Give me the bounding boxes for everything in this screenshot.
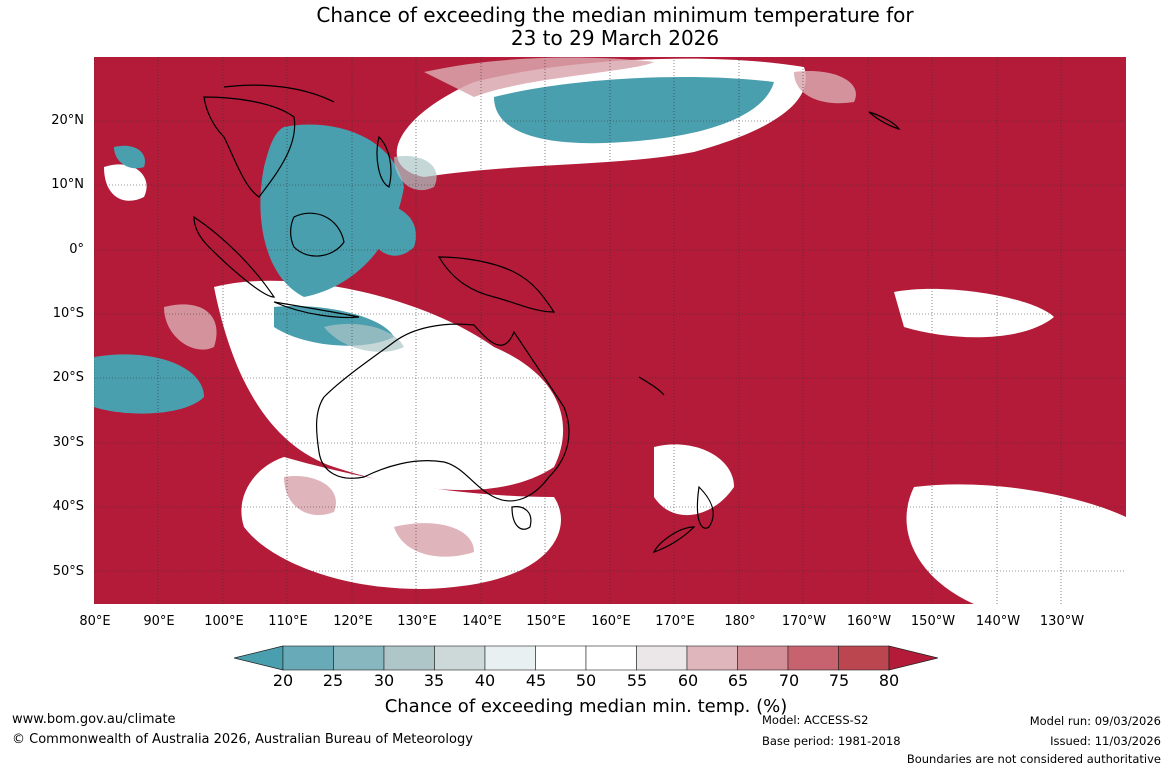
- colorbar-tick-50: 50: [575, 671, 597, 690]
- lat-label-20s: 20°S: [52, 370, 84, 385]
- disclaimer-text: Boundaries are not considered authoritat…: [906, 752, 1161, 766]
- colorbar-extension-low: [234, 645, 284, 671]
- model-text: Model: ACCESS-S2: [762, 713, 869, 727]
- lon-label-90e: 90°E: [143, 614, 175, 629]
- colorbar-segment: [434, 645, 486, 671]
- lon-label-170e: 170°E: [655, 614, 695, 629]
- indochina-coastline: [203, 96, 296, 198]
- lon-label-140e: 140°E: [462, 614, 502, 629]
- colorbar-segment: [282, 645, 334, 671]
- title-line-2: 23 to 29 March 2026: [510, 26, 720, 50]
- lon-label-160e: 160°E: [591, 614, 631, 629]
- colorbar-tick-30: 30: [373, 671, 395, 690]
- hawaii-coastline: [868, 111, 901, 131]
- colorbar-segment: [383, 645, 435, 671]
- lat-label-10n: 10°N: [51, 177, 84, 192]
- colorbar-tick-65: 65: [727, 671, 749, 690]
- lon-label-160w: 160°W: [846, 614, 892, 629]
- colorbar-tick-35: 35: [423, 671, 445, 690]
- colorbar-segment: [787, 645, 839, 671]
- forecast-map: [94, 57, 1126, 604]
- lon-label-110e: 110°E: [268, 614, 308, 629]
- colorbar-segment: [686, 645, 738, 671]
- colorbar-extension-high: [888, 645, 938, 671]
- lon-label-120e: 120°E: [333, 614, 373, 629]
- philippines-coastline: [376, 135, 392, 188]
- colorbar-tick-80: 80: [878, 671, 900, 690]
- lon-label-130w: 130°W: [1039, 614, 1085, 629]
- colorbar-tick-25: 25: [322, 671, 344, 690]
- java-coastline: [273, 301, 360, 319]
- sumatra-coastline: [193, 215, 276, 298]
- new-zealand-north-coastline: [696, 485, 714, 529]
- below-median-regions: [94, 77, 774, 414]
- lon-label-100e: 100°E: [204, 614, 244, 629]
- colorbar-segment: [535, 645, 587, 671]
- lon-label-170w: 170°W: [781, 614, 827, 629]
- lon-label-150w: 150°W: [910, 614, 956, 629]
- lon-label-180: 180°: [724, 614, 756, 629]
- colorbar-segment: [484, 645, 536, 671]
- new-zealand-south-coastline: [652, 526, 696, 554]
- borneo-coastline: [290, 212, 345, 257]
- lat-label-0: 0°: [69, 242, 84, 257]
- website-text: www.bom.gov.au/climate: [12, 712, 176, 727]
- colorbar-segment: [333, 645, 385, 671]
- colorbar-segment: [585, 645, 637, 671]
- new-caledonia-coastline: [638, 376, 665, 396]
- colorbar-tick-40: 40: [474, 671, 496, 690]
- lat-label-40s: 40°S: [52, 499, 84, 514]
- australia-coastline: [316, 323, 570, 502]
- map-title: Chance of exceeding the median minimum t…: [0, 4, 1173, 50]
- lat-label-50s: 50°S: [52, 564, 84, 579]
- colorbar-tick-20: 20: [272, 671, 294, 690]
- colorbar-tick-55: 55: [626, 671, 648, 690]
- lon-label-80e: 80°E: [79, 614, 111, 629]
- slightly-below-median-regions: [324, 156, 437, 352]
- gridlines: [94, 57, 1126, 604]
- title-line-1: Chance of exceeding the median minimum t…: [316, 3, 914, 27]
- model-run-text: Model run: 09/03/2026: [1029, 714, 1161, 728]
- issued-text: Issued: 11/03/2026: [1050, 734, 1161, 748]
- colorbar-tick-45: 45: [525, 671, 547, 690]
- lon-label-130e: 130°E: [397, 614, 437, 629]
- tasmania-coastline: [511, 506, 532, 530]
- lat-label-20n: 20°N: [51, 113, 84, 128]
- south-china-coastline: [223, 84, 335, 103]
- lat-label-10s: 10°S: [52, 306, 84, 321]
- colorbar-label: Chance of exceeding median min. temp. (%…: [384, 696, 788, 717]
- colorbar-segment: [636, 645, 688, 671]
- new-guinea-coastline: [437, 256, 556, 313]
- lon-label-150e: 150°E: [526, 614, 566, 629]
- colorbar-tick-75: 75: [828, 671, 850, 690]
- colorbar-tick-60: 60: [677, 671, 699, 690]
- coastlines: [193, 84, 901, 554]
- base-period-text: Base period: 1981-2018: [762, 734, 901, 748]
- moderate-regions: [164, 57, 856, 557]
- map-fields: [94, 57, 1126, 604]
- colorbar-segment: [838, 645, 890, 671]
- colorbar-tick-70: 70: [778, 671, 800, 690]
- lon-label-140w: 140°W: [975, 614, 1021, 629]
- colorbar: [234, 645, 938, 671]
- lat-label-30s: 30°S: [52, 435, 84, 450]
- colorbar-segment: [737, 645, 789, 671]
- copyright-text: © Commonwealth of Australia 2026, Austra…: [12, 732, 473, 747]
